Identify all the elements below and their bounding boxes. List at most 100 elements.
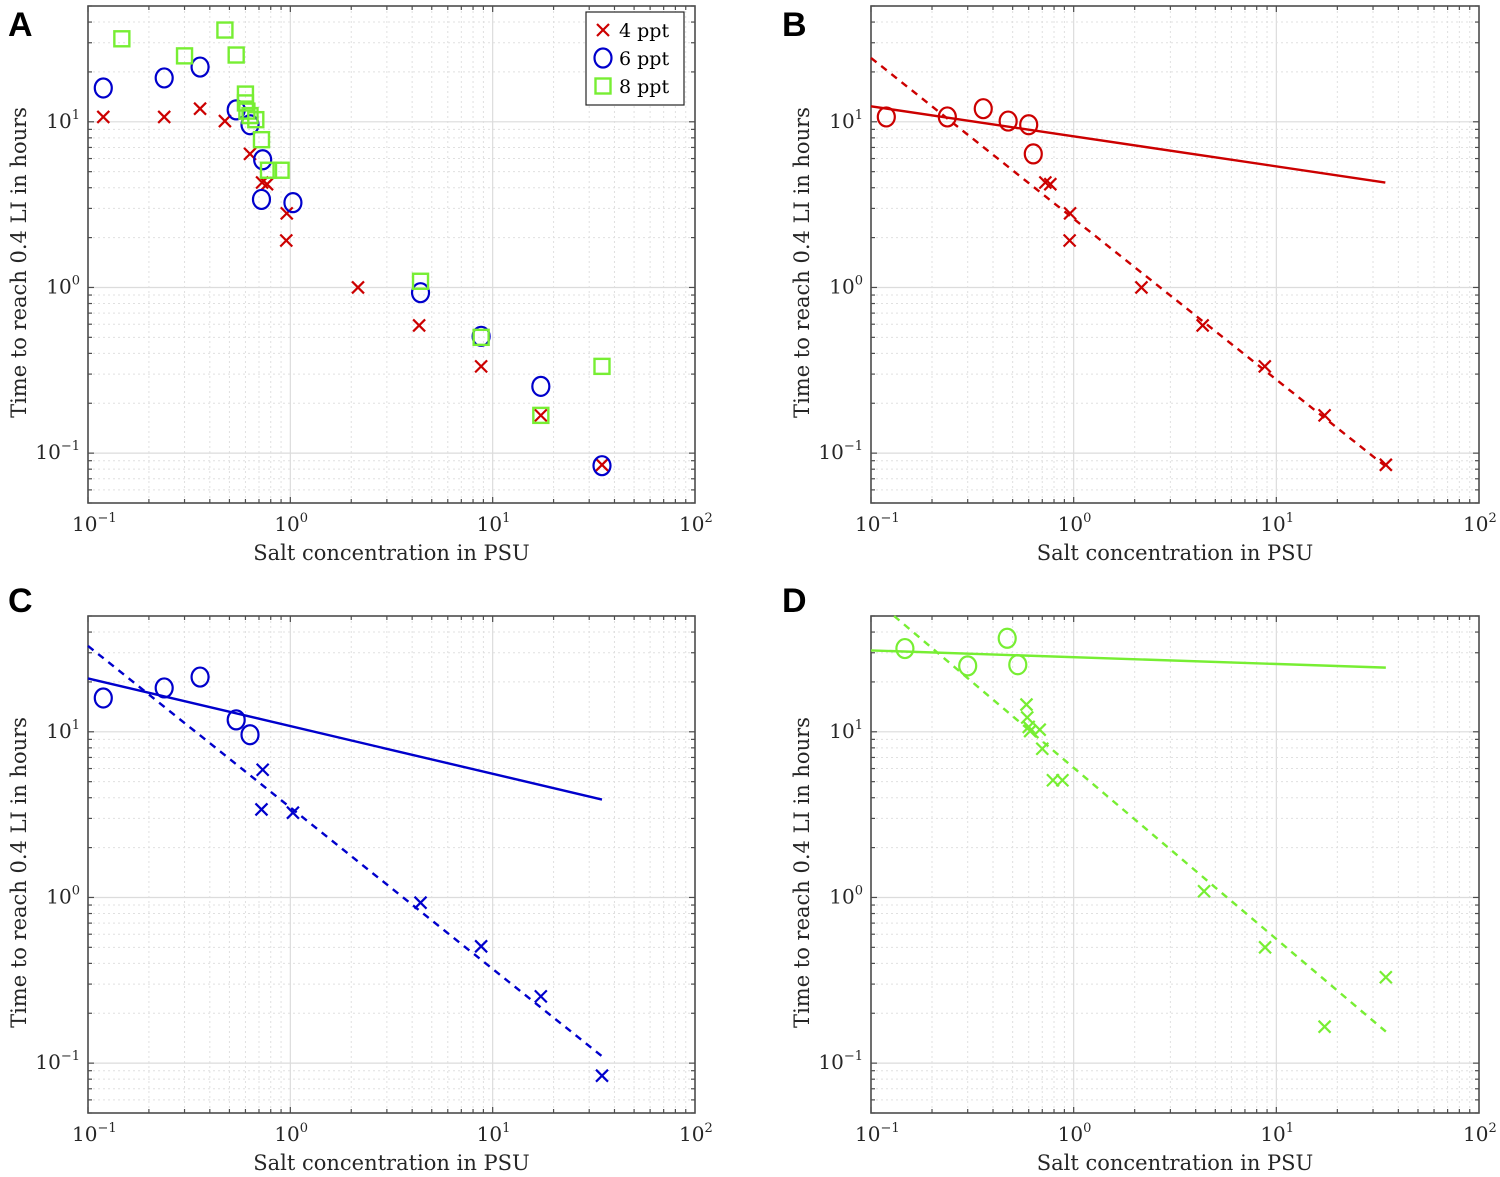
data-point [236,85,255,103]
data-point [251,188,272,211]
data-point [216,21,234,39]
grid [87,615,695,1114]
axes-box [870,5,1480,504]
data-point [1021,720,1036,734]
data-point [958,655,978,677]
fit-line-dashed [870,56,1387,468]
data-point [876,106,896,128]
axes-box [87,5,696,504]
x-tick-label: 10−1 [72,511,117,536]
y-tick-label: 10−1 [818,439,863,464]
x-tick-label: 102 [1463,511,1497,536]
data-point [1063,206,1077,221]
y-axis-label: Time to reach 0.4 LI in hours [790,717,814,1028]
x-axis-label: Salt concentration in PSU [253,541,530,565]
data-point [193,101,207,116]
series-6-ppt-high-salt- [254,762,609,1083]
y-tick-label: 10−1 [35,1049,80,1074]
data-point [474,939,488,954]
data-point [272,161,290,179]
x-tick-label: 100 [274,1121,308,1146]
fit-line-solid [870,649,1386,669]
data-point [227,46,245,64]
panel-letter: D [782,582,807,620]
legend-box [585,11,685,106]
fit-line-solid [87,677,603,801]
data-point [413,895,428,910]
grid [87,5,695,504]
x-tick-label: 10−1 [855,511,900,536]
x-tick-label: 101 [477,511,511,536]
data-point [1035,741,1050,756]
data-point [241,106,259,125]
data-point [534,408,548,423]
x-tick-label: 102 [679,1121,713,1146]
data-point [253,149,273,171]
series-6-ppt-low-salt- [93,666,260,746]
x-tick-label: 10−1 [72,1121,117,1146]
x-tick-label: 101 [1260,511,1294,536]
data-point [1317,1019,1332,1034]
data-point [595,458,609,472]
data-point [255,762,270,777]
data-point [175,47,194,65]
panel-letter: A [8,6,33,44]
data-point [260,177,274,191]
data-point [1317,408,1332,423]
data-point [595,1068,609,1083]
x-tick-label: 101 [1260,1121,1294,1146]
data-point [998,110,1018,132]
y-axis-label: Time to reach 0.4 LI in hours [7,717,31,1028]
axes-box [870,615,1480,1114]
data-point [1055,773,1070,788]
legend-entry: 6 ppt [619,48,669,70]
data-point [1008,654,1028,676]
x-tick-label: 102 [1463,1121,1497,1146]
data-point [226,709,246,731]
data-point [259,161,278,179]
legend-marker [593,47,613,69]
x-axis-label: Salt concentration in PSU [1037,1151,1314,1175]
legend-entry: 8 ppt [619,76,669,98]
data-point [1379,458,1393,472]
data-point [532,406,550,425]
y-tick-label: 10−1 [35,439,80,464]
data-point [351,280,365,295]
data-point [593,357,611,376]
data-point [1258,940,1272,955]
y-tick-label: 101 [46,718,80,743]
grid [870,615,1479,1114]
data-point [1019,114,1039,136]
data-point [1195,318,1210,333]
fit-line-dashed [87,644,603,1058]
x-tick-label: 100 [1058,1121,1092,1146]
series-8-ppt-high-salt- [1019,697,1393,1034]
data-point [93,687,113,709]
x-axis-label: Salt concentration in PSU [253,1151,530,1175]
series-8-ppt-low-salt- [895,627,1028,677]
data-point [240,114,260,136]
y-tick-label: 101 [829,108,863,133]
data-point [283,192,303,214]
y-tick-label: 100 [829,883,863,908]
y-tick-label: 101 [829,718,863,743]
data-point [1197,884,1211,899]
y-axis-label: Time to reach 0.4 LI in hours [790,107,814,418]
legend-marker [594,77,612,95]
data-point [154,67,174,89]
series-4-ppt [96,101,609,472]
data-point [474,359,488,374]
data-point [254,802,269,817]
fit-line-dashed [893,615,1387,1033]
y-tick-label: 100 [46,273,80,298]
data-point [412,318,426,333]
x-tick-label: 101 [477,1121,511,1146]
x-tick-label: 100 [274,511,308,536]
series-4-ppt-high-salt- [1038,175,1393,472]
panel-B: B 10−1 100 101 102 10−1 100 101 Salt concentrati… [782,5,1497,565]
y-tick-label: 101 [46,108,80,133]
x-tick-label: 102 [679,511,713,536]
legend-entry: 4 ppt [619,20,669,42]
data-point [1379,970,1393,985]
data-point [190,56,210,78]
